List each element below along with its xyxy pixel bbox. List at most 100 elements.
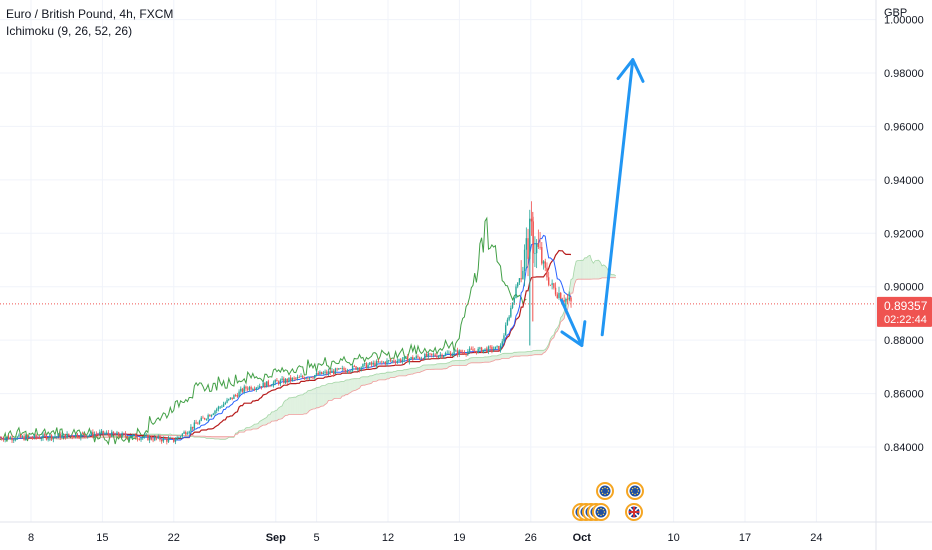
eu-flag-star	[596, 511, 599, 513]
cloud-segment	[407, 368, 410, 375]
cloud-segment	[285, 399, 288, 416]
cloud-segment	[318, 387, 320, 408]
candle-body	[503, 335, 505, 342]
eu-flag-star	[606, 487, 609, 490]
cloud-segment	[264, 417, 267, 426]
candle-body	[566, 298, 569, 300]
symbol-title[interactable]: Euro / British Pound, 4h, FXCM	[6, 7, 174, 21]
candle-body	[482, 349, 485, 353]
candle-body	[303, 377, 306, 380]
candle-body	[255, 387, 257, 390]
time-tick-label: 8	[28, 532, 34, 544]
time-tick-label: 12	[382, 532, 394, 544]
candle-body	[475, 350, 478, 353]
candle-body	[391, 360, 393, 362]
cloud-segment	[393, 371, 396, 378]
candle-body	[484, 348, 486, 350]
candle-body	[150, 436, 153, 440]
cloud-segment	[282, 402, 284, 419]
cloud-segment	[270, 411, 272, 423]
candle-body	[80, 433, 82, 438]
cloud-segment	[356, 378, 358, 391]
cloud-segment	[361, 376, 363, 386]
cloud-segment	[510, 353, 513, 358]
arrow-head[interactable]	[616, 58, 645, 83]
cloud-segment	[294, 397, 296, 415]
eu-event-icon[interactable]	[596, 482, 614, 500]
time-tick-label: Oct	[573, 532, 592, 544]
candle-body	[92, 431, 94, 437]
cloud-segment	[366, 376, 369, 385]
cloud-segment	[313, 388, 315, 410]
candle-body	[185, 431, 187, 435]
candle-body	[345, 369, 347, 372]
candle-body	[319, 371, 321, 375]
cloud-segment	[388, 372, 391, 379]
cloud-segment	[321, 385, 324, 407]
candle-body	[243, 386, 245, 392]
candle-body	[188, 431, 190, 434]
candle-body	[498, 345, 500, 351]
trend-arrows[interactable]	[559, 58, 645, 347]
candle-body	[441, 354, 443, 358]
cloud-segment	[306, 390, 308, 414]
candle-body	[262, 382, 264, 388]
candle-body	[210, 414, 213, 417]
cloud-segment	[352, 378, 355, 392]
cloud-segment	[311, 389, 314, 410]
down-arrow-drawing[interactable]	[559, 298, 587, 347]
eu-event-icon[interactable]	[592, 503, 610, 521]
candle-body	[193, 422, 196, 429]
cloud-segment	[340, 381, 343, 399]
candle-body	[332, 370, 335, 375]
cloud-segment	[290, 397, 293, 415]
cloud-segment	[380, 373, 382, 380]
candle-body	[107, 432, 110, 435]
cloud-segment	[342, 381, 344, 396]
last-price-box	[877, 296, 932, 327]
indicator-label[interactable]: Ichimoku (9, 26, 52, 26)	[6, 24, 133, 38]
uk-event-icon[interactable]	[625, 503, 643, 521]
candle-body	[351, 365, 354, 371]
arrow-head[interactable]	[560, 320, 587, 347]
time-tick-label: 10	[667, 532, 679, 544]
candle-body	[176, 437, 178, 441]
candle-body	[229, 397, 232, 399]
arrow-shaft[interactable]	[600, 58, 635, 337]
time-axis[interactable]: 8 15 22 Sep 5 12 19 26 Oct 10 17 24	[28, 532, 823, 544]
ichimoku-cloud	[44, 254, 617, 440]
candle-body	[461, 352, 464, 354]
candle-body	[429, 353, 431, 355]
candle-body	[446, 352, 448, 354]
candle-body	[81, 433, 84, 435]
cloud-segment	[347, 379, 350, 395]
cloud-segment	[474, 357, 477, 363]
candle-body	[271, 385, 273, 387]
cloud-segment	[206, 436, 209, 439]
eu-flag-star	[607, 490, 610, 492]
candle-body	[472, 349, 474, 351]
candle-body	[37, 437, 39, 439]
candle-body	[491, 346, 493, 351]
candle-body	[152, 439, 154, 441]
candle-body	[460, 350, 462, 353]
candle-body	[74, 434, 77, 438]
eu-event-icon[interactable]	[626, 482, 644, 500]
cloud-segment	[405, 369, 408, 376]
candle-body	[314, 375, 316, 378]
candle-body	[470, 348, 472, 350]
candle-body	[563, 300, 565, 302]
price-axis[interactable]: 0.84000 0.86000 0.88000 0.90000 0.92000 0.940…	[884, 15, 924, 454]
cloud-segment	[605, 266, 608, 278]
candle-body	[479, 347, 481, 349]
cloud-segment	[424, 364, 427, 371]
candle-body	[124, 433, 127, 437]
arrow-shaft[interactable]	[559, 298, 584, 347]
up-arrow-drawing[interactable]	[600, 58, 645, 337]
economic-events[interactable]	[572, 482, 644, 521]
candle-body	[47, 438, 49, 440]
candle-body	[219, 406, 221, 408]
eu-flag-star	[636, 487, 639, 490]
cloud-segment	[354, 378, 357, 391]
